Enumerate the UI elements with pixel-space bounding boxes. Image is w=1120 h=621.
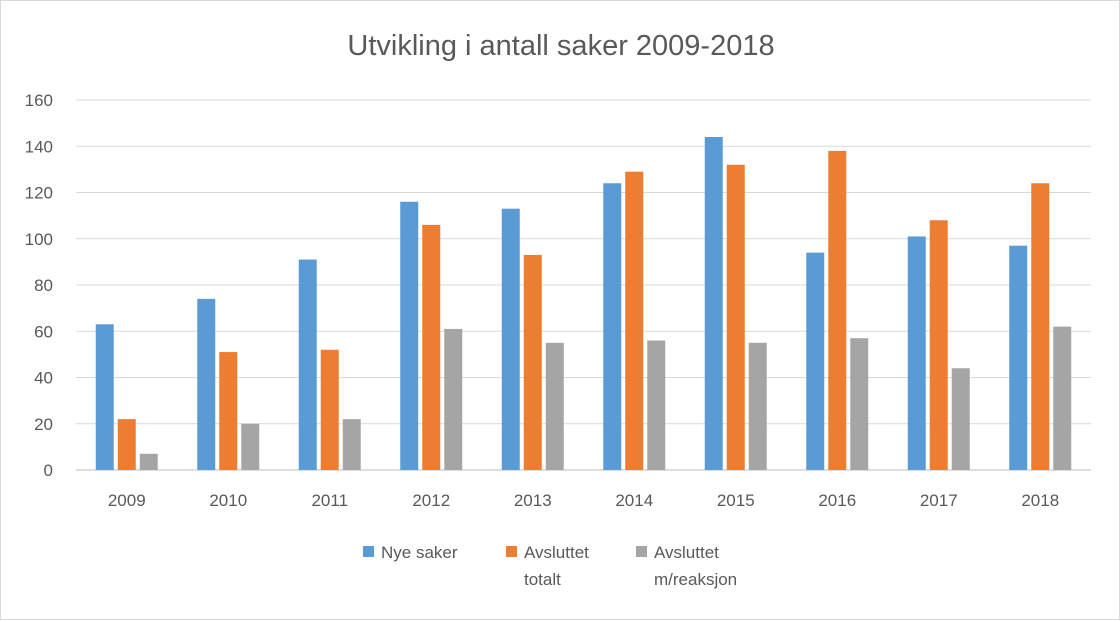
legend-label: Avsluttet	[654, 543, 719, 562]
bar-avsluttet-m-reaksjon-2017	[951, 368, 970, 470]
legend-swatch	[636, 546, 647, 557]
bar-nye-saker-2018	[1009, 245, 1028, 470]
x-tick-label: 2015	[717, 491, 755, 510]
bar-nye-saker-2015	[704, 137, 723, 470]
legend: Nye saker Avsluttet totalt Avsluttet m/reaks…	[363, 543, 737, 589]
bar-avsluttet-m-reaksjon-2010	[241, 423, 260, 470]
bar-avsluttet-totalt-2011	[320, 349, 339, 470]
x-tick-label: 2016	[818, 491, 856, 510]
bar-avsluttet-totalt-2015	[726, 164, 745, 470]
chart-title: Utvikling i antall saker 2009-2018	[347, 30, 774, 62]
bar-avsluttet-totalt-2018	[1031, 183, 1050, 470]
x-axis: 2009 2010 2011 2012 2013 2014 2015 2016 2017 2018	[108, 491, 1059, 510]
legend-label: totalt	[524, 570, 561, 589]
x-tick-label: 2017	[920, 491, 958, 510]
y-axis: 0 20 40 60 80 100 120 140 160	[25, 91, 53, 480]
x-tick-label: 2013	[514, 491, 552, 510]
bar-avsluttet-totalt-2012	[422, 224, 441, 470]
legend-label: m/reaksjon	[654, 570, 737, 589]
bars	[95, 137, 1072, 470]
x-tick-label: 2010	[209, 491, 247, 510]
bar-avsluttet-m-reaksjon-2009	[139, 453, 158, 470]
legend-label: Nye saker	[381, 543, 458, 562]
bar-nye-saker-2017	[907, 236, 926, 470]
legend-swatch	[363, 546, 374, 557]
bar-avsluttet-m-reaksjon-2013	[545, 342, 564, 470]
bar-avsluttet-totalt-2010	[219, 352, 238, 470]
bar-nye-saker-2011	[298, 259, 317, 470]
bar-avsluttet-m-reaksjon-2012	[444, 328, 463, 470]
y-tick-label: 100	[25, 230, 53, 249]
bar-avsluttet-totalt-2016	[828, 150, 847, 470]
bar-avsluttet-m-reaksjon-2016	[850, 338, 869, 470]
x-tick-label: 2009	[108, 491, 146, 510]
legend-label: Avsluttet	[524, 543, 589, 562]
y-tick-label: 140	[25, 137, 53, 156]
y-tick-label: 60	[34, 322, 53, 341]
y-tick-label: 40	[34, 369, 53, 388]
bar-avsluttet-m-reaksjon-2011	[342, 419, 361, 470]
y-tick-label: 0	[44, 461, 53, 480]
bar-nye-saker-2012	[400, 201, 419, 470]
y-tick-label: 20	[34, 415, 53, 434]
bar-nye-saker-2010	[197, 298, 216, 470]
x-tick-label: 2012	[412, 491, 450, 510]
y-tick-label: 120	[25, 184, 53, 203]
bar-avsluttet-totalt-2013	[523, 254, 542, 470]
bar-nye-saker-2014	[603, 183, 622, 470]
bar-avsluttet-m-reaksjon-2018	[1053, 326, 1072, 470]
x-tick-label: 2011	[311, 491, 348, 510]
legend-swatch	[506, 546, 517, 557]
bar-avsluttet-totalt-2009	[117, 419, 136, 470]
bar-nye-saker-2013	[501, 208, 520, 470]
bar-nye-saker-2016	[806, 252, 825, 470]
bar-avsluttet-totalt-2017	[929, 220, 948, 470]
x-tick-label: 2014	[615, 491, 653, 510]
bar-avsluttet-m-reaksjon-2015	[748, 342, 767, 470]
bar-nye-saker-2009	[95, 324, 114, 470]
y-tick-label: 80	[34, 276, 53, 295]
x-tick-label: 2018	[1021, 491, 1059, 510]
y-tick-label: 160	[25, 91, 53, 110]
bar-avsluttet-totalt-2014	[625, 171, 644, 470]
bar-avsluttet-m-reaksjon-2014	[647, 340, 666, 470]
